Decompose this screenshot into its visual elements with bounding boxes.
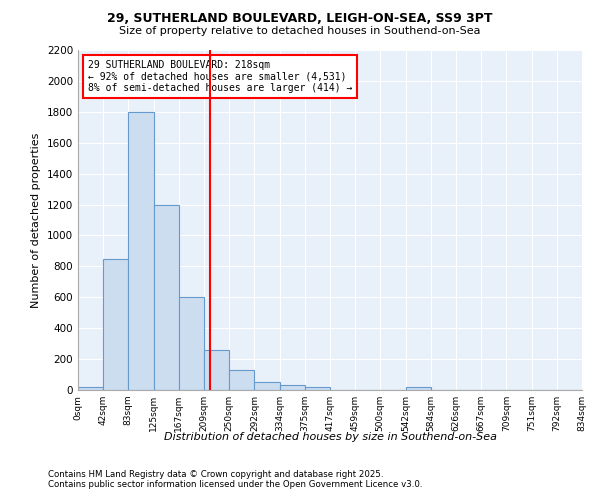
Bar [229, 370, 254, 390]
Bar [103, 258, 128, 390]
Text: 29 SUTHERLAND BOULEVARD: 218sqm
← 92% of detached houses are smaller (4,531)
8% : 29 SUTHERLAND BOULEVARD: 218sqm ← 92% of… [88, 60, 352, 94]
Text: Contains HM Land Registry data © Crown copyright and database right 2025.: Contains HM Land Registry data © Crown c… [48, 470, 383, 479]
Text: Size of property relative to detached houses in Southend-on-Sea: Size of property relative to detached ho… [119, 26, 481, 36]
Bar [78, 387, 103, 390]
Bar [254, 382, 280, 390]
Bar [280, 386, 305, 390]
Bar [128, 112, 154, 390]
Text: Distribution of detached houses by size in Southend-on-Sea: Distribution of detached houses by size … [163, 432, 497, 442]
Bar [154, 204, 179, 390]
Bar [406, 387, 431, 390]
Bar [305, 387, 330, 390]
Bar [179, 298, 205, 390]
Bar [205, 350, 229, 390]
Y-axis label: Number of detached properties: Number of detached properties [31, 132, 41, 308]
Text: 29, SUTHERLAND BOULEVARD, LEIGH-ON-SEA, SS9 3PT: 29, SUTHERLAND BOULEVARD, LEIGH-ON-SEA, … [107, 12, 493, 26]
Text: Contains public sector information licensed under the Open Government Licence v3: Contains public sector information licen… [48, 480, 422, 489]
